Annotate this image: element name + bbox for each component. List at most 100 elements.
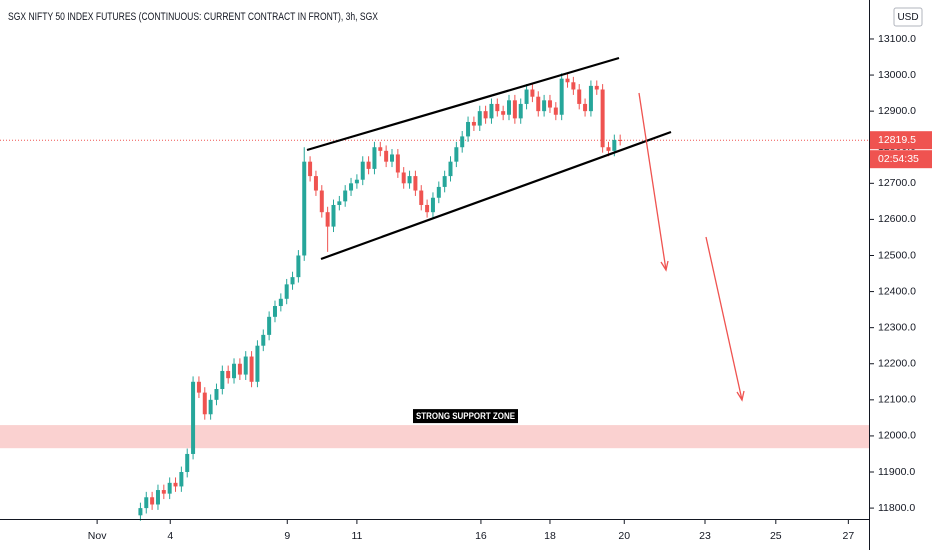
candle-body — [278, 298, 283, 307]
candle-body — [372, 147, 377, 169]
y-tick-label: 13000.0 — [878, 69, 916, 81]
candle-body — [612, 140, 617, 151]
candle-body — [501, 111, 506, 115]
candle-body — [349, 183, 354, 191]
y-tick-label: 12500.0 — [878, 249, 916, 261]
candle-body — [454, 147, 459, 162]
candle-body — [389, 154, 394, 162]
chart-title: SGX NIFTY 50 INDEX FUTURES (CONTINUOUS: … — [8, 11, 379, 23]
x-tick-label: 11 — [351, 530, 362, 542]
last-price-label: 12819.5 — [878, 134, 916, 146]
candle-body — [448, 161, 453, 177]
candle-body — [471, 121, 476, 126]
channel-upper-line — [306, 56, 620, 152]
candle-body — [237, 363, 242, 375]
candle-body — [524, 89, 529, 104]
candle-body — [179, 472, 184, 487]
candle-body — [600, 89, 605, 148]
candle-body — [296, 255, 301, 278]
candle-body — [208, 399, 213, 415]
candle-body — [232, 363, 237, 379]
candle-body — [343, 190, 348, 202]
candle-body — [395, 154, 400, 173]
candle-body — [606, 147, 611, 151]
x-tick-label: 25 — [770, 530, 782, 542]
candle-body — [442, 176, 447, 187]
candle-body — [196, 381, 201, 393]
candle-body — [360, 161, 365, 180]
candle-body — [167, 482, 172, 494]
candle-body — [618, 140, 623, 142]
drawings — [306, 56, 745, 402]
candle-body — [547, 100, 552, 108]
countdown-tag — [870, 150, 932, 169]
candle-body — [155, 490, 160, 505]
y-tick-label: 12100.0 — [878, 394, 916, 406]
y-tick-label: 12300.0 — [878, 321, 916, 333]
x-tick-label: 20 — [618, 530, 630, 542]
candle-body — [150, 497, 155, 505]
y-tick-label: 12900.0 — [878, 105, 916, 117]
candle-body — [308, 161, 313, 177]
candle-body — [530, 89, 535, 97]
background-layer: STRONG SUPPORT ZONE — [0, 139, 870, 449]
y-tick-label: 12200.0 — [878, 358, 916, 370]
arrow-line — [638, 92, 667, 271]
support-zone-label-box — [413, 409, 518, 424]
candle-body — [436, 186, 441, 198]
arrow-head — [736, 390, 745, 402]
candle-body — [319, 190, 324, 213]
candle-body — [594, 85, 599, 90]
candle-body — [512, 100, 517, 119]
candle-body — [489, 103, 494, 119]
candle-body — [477, 111, 482, 126]
candle-body — [565, 78, 570, 83]
channel-lower-line — [320, 130, 672, 261]
candle-body — [460, 136, 465, 148]
candle-body — [577, 89, 582, 104]
candle-body — [425, 204, 430, 213]
candle-body — [202, 392, 207, 415]
countdown-label: 02:54:35 — [878, 153, 919, 165]
marks-layer — [138, 73, 623, 521]
x-tick-label: Nov — [88, 530, 107, 542]
x-tick-label: 4 — [167, 530, 173, 542]
currency-box — [893, 7, 923, 27]
x-tick-label: 9 — [284, 530, 290, 542]
candle-body — [384, 150, 389, 162]
support-zone — [0, 425, 870, 449]
candle-body — [337, 201, 342, 205]
y-tick-label: 12600.0 — [878, 213, 916, 225]
candle-body — [542, 100, 547, 112]
candle-body — [267, 316, 272, 335]
candle-body — [284, 284, 289, 299]
y-tick-label: 11900.0 — [878, 466, 915, 478]
candle-body — [243, 356, 248, 375]
candle-body — [495, 103, 500, 112]
x-tick-label: 16 — [475, 530, 487, 542]
candle-body — [144, 497, 149, 509]
candle-body — [302, 161, 307, 256]
candle-body — [191, 381, 196, 454]
last-price-tag — [870, 131, 932, 150]
candle-body — [220, 370, 225, 390]
x-tick-label: 18 — [544, 530, 556, 542]
candle-body — [325, 212, 330, 227]
candle-body — [272, 306, 277, 317]
candle-body — [173, 482, 178, 487]
candle-body — [466, 121, 471, 137]
candle-body — [290, 277, 295, 285]
x-tick-label: 27 — [843, 530, 855, 542]
candle-body — [226, 370, 231, 379]
candle-body — [583, 103, 588, 112]
candle-body — [366, 161, 371, 169]
candle-body — [407, 176, 412, 184]
candle-body — [261, 334, 266, 346]
candle-body — [331, 204, 336, 227]
arrow-line — [705, 236, 743, 401]
support-zone-label: STRONG SUPPORT ZONE — [416, 411, 515, 421]
candle-body — [413, 176, 418, 191]
